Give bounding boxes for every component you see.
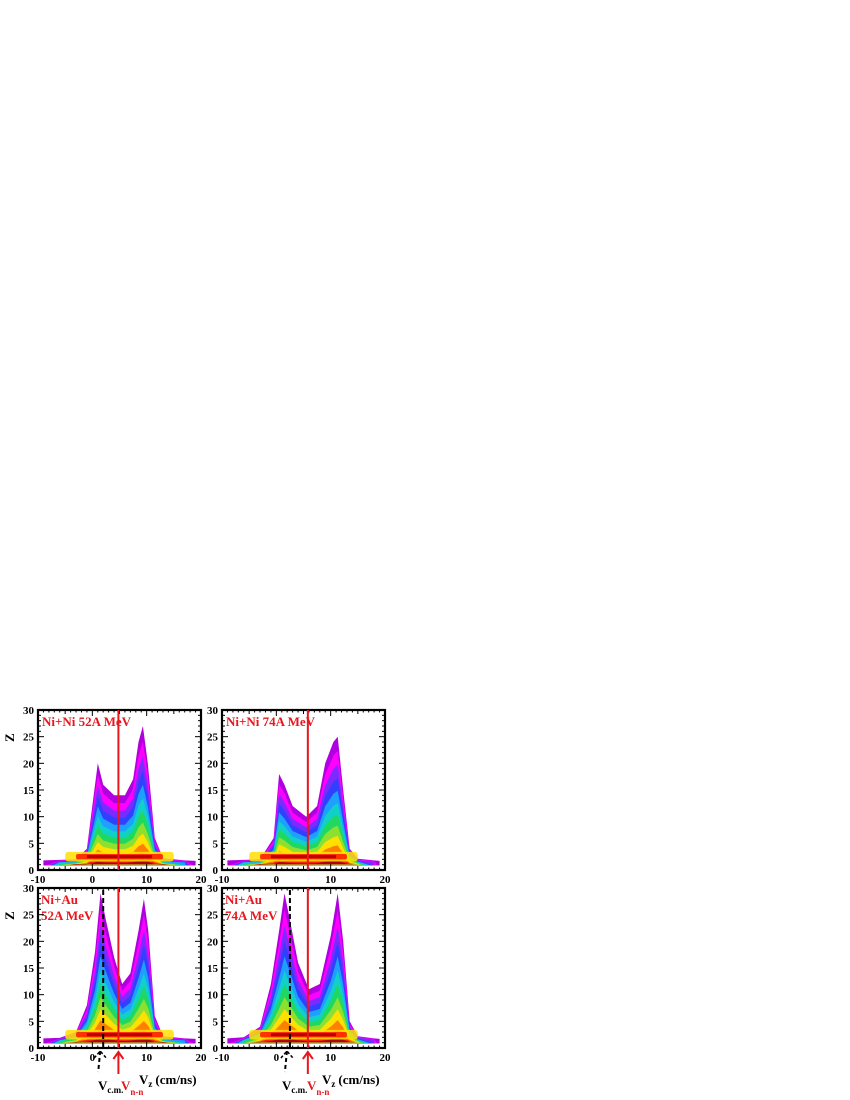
y-tick-label: 30 xyxy=(23,705,35,717)
y-tick-label: 10 xyxy=(207,812,219,824)
panel-subtitle: 74A MeV xyxy=(225,908,278,923)
contour-level xyxy=(50,770,189,866)
y-tick-label: 0 xyxy=(213,1043,219,1055)
y-axis-label: Z xyxy=(2,733,17,742)
y-tick-label: 25 xyxy=(23,910,35,922)
contour-level xyxy=(254,1038,353,1043)
y-tick-label: 20 xyxy=(23,936,35,948)
vnn-arrowhead xyxy=(302,1050,314,1060)
x-tick-label: 10 xyxy=(325,1052,337,1064)
x-tick-label: 10 xyxy=(141,874,153,886)
x-tick-label: -10 xyxy=(31,1052,46,1064)
y-tick-label: 0 xyxy=(29,865,35,877)
y-tick-label: 5 xyxy=(213,838,219,850)
density-map xyxy=(227,736,380,866)
y-tick-label: 5 xyxy=(213,1016,219,1028)
panel-title: Ni+Ni 52A MeV xyxy=(42,714,132,729)
contour-level xyxy=(254,860,353,865)
y-tick-label: 20 xyxy=(23,758,35,770)
y-tick-label: 30 xyxy=(23,883,35,895)
x-tick-label: 0 xyxy=(274,1052,280,1064)
panel-title: Ni+Ni 74A MeV xyxy=(226,714,316,729)
y-tick-label: 15 xyxy=(23,963,35,975)
y-axis-label: Z xyxy=(2,911,17,920)
y-tick-label: 15 xyxy=(207,963,219,975)
vcm-arrow xyxy=(97,1050,102,1073)
density-map xyxy=(43,726,196,866)
vcm-label: Vc.m. xyxy=(282,1078,307,1095)
x-tick-label: 20 xyxy=(380,1052,392,1064)
y-tick-label: 15 xyxy=(207,785,219,797)
x-tick-label: 0 xyxy=(90,874,96,886)
y-tick-label: 15 xyxy=(23,785,35,797)
band-dark xyxy=(270,1033,337,1037)
band-dark xyxy=(270,855,337,859)
panel-ni-au-52: Ni+Au 52A MeV Z Vc.m. Vn-n Vz (cm/ns) 0 5 1… xyxy=(2,883,207,1097)
x-tick-label: 0 xyxy=(90,1052,96,1064)
x-tick-label: -10 xyxy=(31,874,46,886)
contour-level xyxy=(45,741,194,866)
panel-ni-au-74: Ni+Au 74A MeV Vc.m. Vn-n Vz (cm/ns) 0 5 10 1… xyxy=(207,883,391,1097)
x-tick-label: 20 xyxy=(196,874,208,886)
y-tick-label: 10 xyxy=(23,990,35,1002)
vcm-label: Vc.m. xyxy=(98,1078,123,1095)
x-tick-label: 20 xyxy=(380,874,392,886)
vnn-label: Vn-n xyxy=(307,1078,329,1097)
x-tick-label: 0 xyxy=(274,874,280,886)
panel-title: Ni+Au xyxy=(225,892,262,907)
x-tick-label: -10 xyxy=(215,1052,230,1064)
x-tick-label: 10 xyxy=(325,874,337,886)
y-tick-label: 30 xyxy=(207,883,219,895)
vcm-arrowhead xyxy=(93,1049,107,1059)
x-tick-label: 10 xyxy=(141,1052,153,1064)
y-tick-label: 10 xyxy=(23,812,35,824)
y-tick-label: 0 xyxy=(213,865,219,877)
density-map xyxy=(43,893,196,1044)
panel-subtitle: 52A MeV xyxy=(41,908,94,923)
y-tick-label: 5 xyxy=(29,1016,35,1028)
y-tick-label: 5 xyxy=(29,838,35,850)
y-tick-label: 20 xyxy=(207,758,219,770)
panel-title: Ni+Au xyxy=(41,892,78,907)
x-axis-label: Vz (cm/ns) xyxy=(322,1072,380,1089)
contour-level xyxy=(48,756,191,866)
x-tick-label: 20 xyxy=(196,1052,208,1064)
band-dark xyxy=(86,855,153,859)
y-tick-label: 25 xyxy=(23,732,35,744)
x-tick-label: -10 xyxy=(215,874,230,886)
vnn-arrowhead xyxy=(112,1050,125,1060)
contour-level xyxy=(50,941,189,1044)
y-tick-label: 30 xyxy=(207,705,219,717)
vcm-arrow xyxy=(283,1050,288,1073)
band-dark xyxy=(86,1033,153,1037)
vcm-arrowhead xyxy=(280,1049,294,1059)
y-tick-label: 10 xyxy=(207,990,219,1002)
x-axis-label: Vz (cm/ns) xyxy=(139,1072,197,1089)
contour-level xyxy=(43,726,196,866)
y-tick-label: 25 xyxy=(207,910,219,922)
density-map xyxy=(227,893,380,1044)
y-tick-label: 20 xyxy=(207,936,219,948)
vnn-label: Vn-n xyxy=(121,1078,143,1097)
y-tick-label: 25 xyxy=(207,732,219,744)
y-tick-label: 0 xyxy=(29,1043,35,1055)
